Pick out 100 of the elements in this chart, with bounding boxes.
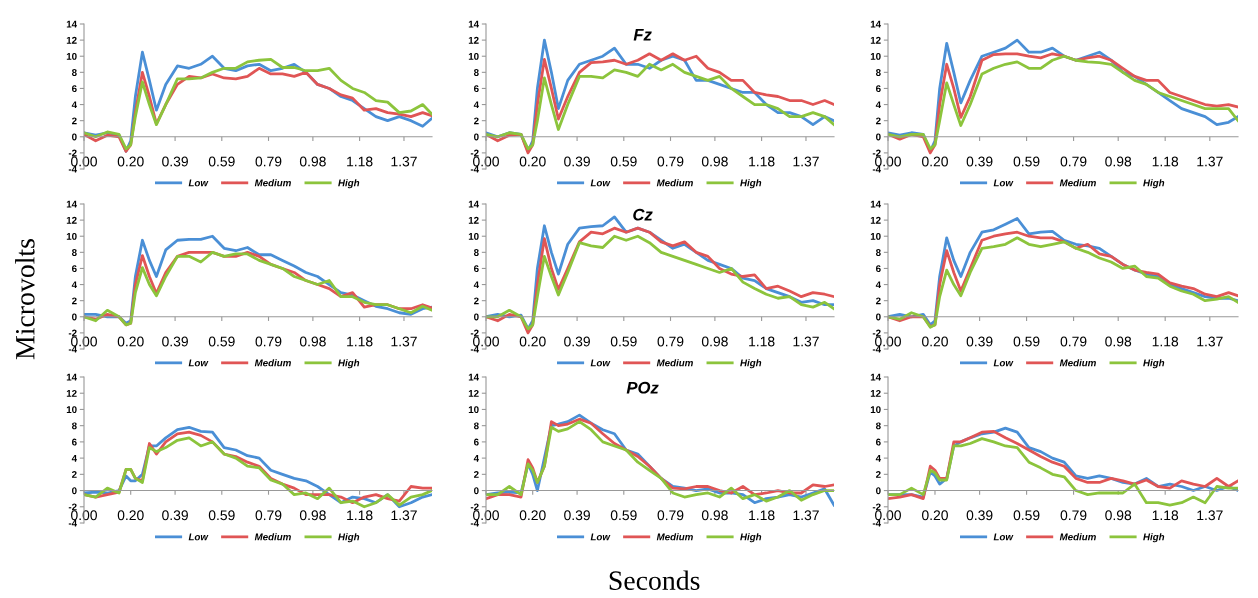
y-tick-label: -4 — [470, 165, 479, 173]
y-tick-label: 0 — [72, 487, 77, 495]
x-tick-label: 1.37 — [391, 510, 417, 521]
x-tick-label: 1.18 — [347, 336, 373, 347]
x-tick-label: 1.18 — [749, 156, 775, 167]
chart-title: Fz — [633, 28, 652, 41]
legend-label: High — [338, 179, 360, 189]
x-tick-label: 1.37 — [1197, 156, 1223, 167]
x-tick-label: 0.00 — [71, 336, 97, 347]
y-tick-label: 8 — [71, 69, 77, 76]
x-tick-label: 0.00 — [473, 336, 499, 347]
y-tick-label: 2 — [473, 297, 479, 305]
x-tick-label: 0.79 — [657, 336, 684, 347]
x-tick-label: 0.59 — [1013, 510, 1040, 521]
y-tick-label: 14 — [870, 373, 881, 381]
legend-label: Low — [993, 179, 1014, 187]
y-tick-label: -2 — [872, 503, 881, 511]
x-tick-label: 1.37 — [1197, 510, 1223, 521]
y-tick-label: 12 — [66, 36, 77, 44]
legend-label: Low — [590, 359, 611, 367]
y-tick-label: 4 — [71, 281, 77, 289]
y-tick-label: 6 — [876, 265, 881, 273]
y-tick-label: 8 — [473, 69, 479, 76]
y-tick-label: -4 — [470, 519, 479, 527]
y-tick-label: 0 — [474, 487, 479, 495]
y-tick-label: 4 — [473, 454, 479, 462]
y-tick-label: 14 — [870, 20, 881, 28]
x-tick-label: 1.37 — [391, 336, 417, 347]
x-tick-label: 0.59 — [1013, 336, 1040, 347]
x-tick-label: 0.79 — [657, 510, 684, 521]
x-tick-label: 1.18 — [749, 510, 775, 521]
y-tick-label: 12 — [468, 389, 479, 397]
x-axis-title: Seconds — [609, 570, 700, 590]
y-tick-label: 4 — [875, 454, 881, 462]
y-tick-label: 6 — [876, 85, 881, 93]
y-tick-label: 10 — [66, 52, 77, 60]
x-tick-label: 0.79 — [255, 510, 282, 521]
x-tick-label: 0.59 — [208, 510, 235, 521]
legend-label: Medium — [254, 179, 291, 187]
x-tick-label: 0.00 — [473, 156, 499, 167]
x-tick-label: 0.98 — [701, 156, 728, 167]
x-tick-label: 0.20 — [519, 510, 546, 521]
x-tick-label: 0.98 — [1105, 156, 1132, 167]
x-tick-label: 0.20 — [922, 510, 948, 521]
y-tick-label: -4 — [872, 345, 881, 353]
y-tick-label: 8 — [875, 249, 881, 256]
legend-label: Low — [590, 179, 611, 187]
x-tick-label: 1.18 — [1152, 336, 1179, 347]
legend-label: High — [740, 179, 762, 189]
y-tick-label: 0 — [72, 313, 77, 321]
y-axis-title: Microvolts — [15, 239, 35, 360]
x-tick-label: 0.39 — [564, 156, 590, 167]
x-tick-label: 0.00 — [875, 336, 901, 347]
legend-label: High — [338, 533, 360, 543]
x-tick-label: 0.59 — [1013, 156, 1040, 167]
y-tick-label: 10 — [66, 232, 77, 240]
x-tick-label: 1.37 — [793, 510, 819, 521]
x-tick-label: 1.18 — [1152, 156, 1179, 167]
y-tick-label: -4 — [68, 345, 77, 353]
y-tick-label: -2 — [68, 329, 77, 337]
x-tick-label: 0.00 — [71, 156, 97, 167]
y-tick-label: 10 — [870, 52, 881, 60]
x-tick-label: 0.39 — [162, 336, 188, 347]
y-tick-label: 0 — [474, 313, 479, 321]
x-tick-label: 0.79 — [255, 336, 282, 347]
x-tick-label: 0.39 — [162, 510, 188, 521]
y-tick-label: 14 — [870, 200, 881, 208]
y-tick-label: -4 — [470, 345, 479, 353]
y-tick-label: 14 — [66, 373, 77, 381]
x-tick-label: 0.98 — [299, 510, 326, 521]
y-tick-label: 4 — [875, 101, 881, 109]
y-tick-label: 4 — [473, 281, 479, 289]
y-tick-label: 4 — [875, 281, 881, 289]
y-tick-label: 0 — [876, 313, 881, 321]
y-tick-label: 12 — [870, 216, 881, 224]
x-tick-label: 0.79 — [1060, 510, 1087, 521]
legend-label: Medium — [1059, 533, 1096, 541]
x-tick-label: 0.00 — [875, 156, 901, 167]
legend-label: Low — [188, 359, 209, 367]
y-tick-label: 6 — [474, 438, 479, 446]
y-tick-label: 12 — [468, 216, 479, 224]
y-tick-label: 4 — [473, 101, 479, 109]
x-tick-label: 0.98 — [299, 336, 326, 347]
y-tick-label: 2 — [875, 117, 881, 125]
legend-label: Medium — [656, 533, 693, 541]
chart-title: Cz — [633, 208, 653, 221]
y-tick-label: -4 — [872, 165, 881, 173]
y-tick-label: 8 — [875, 69, 881, 76]
y-tick-label: 10 — [468, 52, 479, 60]
y-tick-label: 6 — [474, 265, 479, 273]
x-tick-label: 0.98 — [701, 336, 728, 347]
x-tick-label: 1.37 — [391, 156, 417, 167]
y-tick-label: 14 — [66, 20, 77, 28]
x-tick-label: 0.20 — [519, 156, 546, 167]
y-tick-label: 2 — [473, 471, 479, 478]
x-tick-label: 1.18 — [749, 336, 775, 347]
chart-title: POz — [626, 381, 659, 394]
y-tick-label: 10 — [870, 406, 881, 414]
y-tick-label: -2 — [68, 149, 77, 157]
y-tick-label: 6 — [72, 85, 77, 93]
